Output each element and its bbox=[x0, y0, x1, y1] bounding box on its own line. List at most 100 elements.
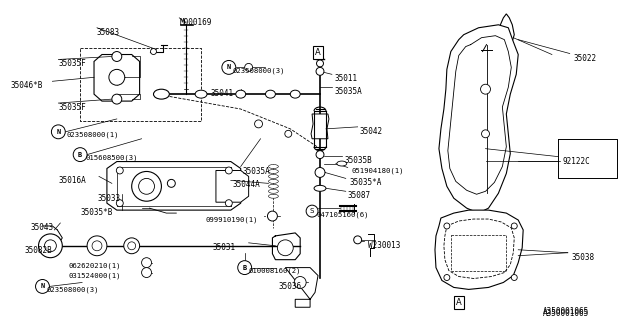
Text: 35033: 35033 bbox=[98, 194, 121, 203]
Ellipse shape bbox=[337, 161, 347, 166]
Circle shape bbox=[150, 49, 156, 54]
Text: N: N bbox=[56, 129, 60, 135]
Text: A: A bbox=[456, 298, 461, 307]
Text: 35038: 35038 bbox=[572, 253, 595, 262]
Circle shape bbox=[109, 69, 125, 85]
Text: 099910190(1): 099910190(1) bbox=[205, 216, 257, 223]
Polygon shape bbox=[311, 114, 329, 139]
Ellipse shape bbox=[154, 89, 170, 99]
Circle shape bbox=[112, 94, 122, 104]
Text: 35046*B: 35046*B bbox=[11, 81, 43, 90]
Text: B: B bbox=[243, 265, 247, 271]
Ellipse shape bbox=[314, 185, 326, 191]
Circle shape bbox=[168, 180, 175, 187]
Text: 031524000(1): 031524000(1) bbox=[68, 273, 121, 279]
Ellipse shape bbox=[268, 184, 278, 188]
Text: A350001065: A350001065 bbox=[543, 307, 589, 316]
Ellipse shape bbox=[268, 180, 278, 183]
Polygon shape bbox=[285, 268, 318, 307]
Circle shape bbox=[112, 52, 122, 61]
Circle shape bbox=[225, 200, 232, 207]
Text: 35041: 35041 bbox=[211, 89, 234, 98]
Text: 35035*A: 35035*A bbox=[349, 179, 382, 188]
Ellipse shape bbox=[195, 90, 207, 98]
Circle shape bbox=[225, 167, 232, 174]
Circle shape bbox=[285, 130, 292, 137]
Text: 35035*B: 35035*B bbox=[80, 208, 113, 217]
Circle shape bbox=[38, 234, 62, 258]
Text: 35087: 35087 bbox=[348, 191, 371, 200]
Ellipse shape bbox=[268, 170, 278, 173]
Circle shape bbox=[511, 275, 517, 281]
Circle shape bbox=[116, 167, 124, 174]
Circle shape bbox=[354, 236, 362, 244]
Text: 015608500(3): 015608500(3) bbox=[85, 155, 138, 161]
Text: 010008160(2): 010008160(2) bbox=[248, 268, 301, 274]
Polygon shape bbox=[499, 14, 515, 50]
Circle shape bbox=[277, 240, 293, 256]
Circle shape bbox=[306, 205, 318, 217]
Text: 35022: 35022 bbox=[573, 53, 597, 62]
Text: A: A bbox=[315, 48, 321, 57]
Circle shape bbox=[132, 172, 161, 201]
Circle shape bbox=[294, 276, 306, 288]
Circle shape bbox=[316, 68, 324, 75]
Ellipse shape bbox=[291, 90, 300, 98]
Ellipse shape bbox=[266, 90, 275, 98]
Text: N: N bbox=[227, 64, 231, 70]
Text: 35043: 35043 bbox=[31, 223, 54, 232]
Text: 35035F: 35035F bbox=[58, 60, 86, 68]
Circle shape bbox=[116, 200, 124, 207]
Circle shape bbox=[36, 279, 49, 293]
Circle shape bbox=[481, 84, 490, 94]
Text: 35036: 35036 bbox=[278, 283, 301, 292]
Polygon shape bbox=[435, 210, 523, 289]
Text: 35042: 35042 bbox=[360, 127, 383, 136]
Ellipse shape bbox=[268, 174, 278, 179]
Text: 051904180(1): 051904180(1) bbox=[352, 167, 404, 174]
Ellipse shape bbox=[236, 90, 246, 98]
Polygon shape bbox=[439, 25, 518, 213]
Circle shape bbox=[315, 167, 325, 177]
Polygon shape bbox=[107, 162, 241, 210]
Text: W230013: W230013 bbox=[367, 241, 400, 250]
Ellipse shape bbox=[268, 164, 278, 169]
Text: N: N bbox=[40, 284, 45, 289]
Circle shape bbox=[73, 148, 87, 162]
Text: 023508000(3): 023508000(3) bbox=[233, 68, 285, 74]
Circle shape bbox=[92, 241, 102, 251]
Text: 023508000(3): 023508000(3) bbox=[47, 286, 99, 293]
Circle shape bbox=[124, 238, 140, 254]
Text: 35035F: 35035F bbox=[58, 103, 86, 112]
Circle shape bbox=[141, 258, 152, 268]
Text: B: B bbox=[78, 152, 83, 158]
Circle shape bbox=[255, 120, 262, 128]
Circle shape bbox=[141, 268, 152, 277]
Text: A350001065: A350001065 bbox=[543, 309, 589, 318]
Text: 35044A: 35044A bbox=[233, 180, 260, 189]
Ellipse shape bbox=[268, 194, 278, 198]
Circle shape bbox=[128, 242, 136, 250]
Text: 35016A: 35016A bbox=[58, 176, 86, 185]
Text: 023508000(1): 023508000(1) bbox=[67, 132, 119, 138]
Text: 35035A: 35035A bbox=[243, 166, 271, 175]
Circle shape bbox=[317, 60, 323, 67]
Circle shape bbox=[481, 130, 490, 138]
Circle shape bbox=[316, 151, 324, 159]
Text: 35083: 35083 bbox=[97, 28, 120, 37]
Circle shape bbox=[511, 223, 517, 229]
Circle shape bbox=[44, 240, 56, 252]
Circle shape bbox=[237, 261, 252, 275]
Text: 92122C: 92122C bbox=[563, 156, 591, 165]
Text: S: S bbox=[310, 208, 314, 214]
Polygon shape bbox=[216, 171, 248, 202]
Text: 35011: 35011 bbox=[335, 74, 358, 83]
Circle shape bbox=[222, 60, 236, 74]
Text: 35082B: 35082B bbox=[25, 246, 52, 255]
Circle shape bbox=[139, 179, 154, 194]
Circle shape bbox=[444, 275, 450, 281]
Text: 062620210(1): 062620210(1) bbox=[68, 263, 121, 269]
Text: 35031: 35031 bbox=[213, 243, 236, 252]
Ellipse shape bbox=[268, 189, 278, 193]
Circle shape bbox=[444, 223, 450, 229]
